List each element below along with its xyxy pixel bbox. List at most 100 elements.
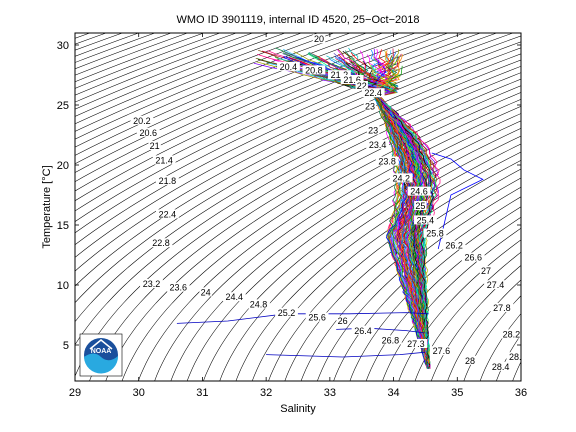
contour-label: 23.8 xyxy=(378,157,396,167)
density-contour-line xyxy=(75,33,368,156)
contour-label: 24 xyxy=(201,287,211,297)
contour-label-bg xyxy=(351,325,375,335)
contour-label-bg xyxy=(340,75,364,84)
contour-label-bg xyxy=(461,252,485,262)
density-contour-line xyxy=(414,251,521,381)
contour-label-bg xyxy=(140,279,163,288)
contour-label-bg xyxy=(136,127,160,137)
contour-label-bg xyxy=(328,70,351,80)
contour-label: 28.2 xyxy=(503,329,521,339)
contour-label-bg xyxy=(506,352,521,362)
plot-frame xyxy=(74,32,522,382)
density-contour-line xyxy=(75,33,238,96)
density-contour-line xyxy=(75,33,417,182)
contour-label: 20 xyxy=(314,34,324,44)
contour-label: 26.2 xyxy=(445,241,463,251)
contour-label-bg xyxy=(378,335,402,345)
density-contour-line xyxy=(268,160,521,381)
contour-label: 25 xyxy=(415,201,425,211)
density-contour-line xyxy=(138,99,521,381)
x-tick-label: 34 xyxy=(387,387,399,399)
x-tick-label: 36 xyxy=(515,387,527,399)
contour-label-bg xyxy=(302,65,326,75)
contour-label-bg xyxy=(484,280,507,290)
profile-line xyxy=(431,152,484,250)
contour-label: 20.2 xyxy=(133,116,151,126)
contour-label: 25.4 xyxy=(417,215,435,225)
profile-line xyxy=(308,52,431,369)
y-axis-label: Temperature [°C] xyxy=(41,165,53,248)
profile-line xyxy=(351,57,429,369)
contour-label: 21.8 xyxy=(159,176,177,186)
density-contour-line xyxy=(170,113,521,381)
contour-label: 23 xyxy=(368,125,378,135)
density-contour-line xyxy=(75,47,521,287)
density-contour-line xyxy=(447,279,521,381)
contour-label: 22.8 xyxy=(152,238,170,248)
contour-label-bg xyxy=(490,303,514,312)
contour-label: 24.2 xyxy=(392,173,410,183)
contour-label-bg xyxy=(363,101,377,111)
x-tick-label: 31 xyxy=(196,387,208,399)
density-contour-line xyxy=(75,33,254,103)
profile-line xyxy=(266,351,426,358)
density-contour-line xyxy=(75,33,335,140)
contour-label-bg xyxy=(155,175,179,185)
contour-label: 28.4 xyxy=(492,362,510,372)
density-contour-line xyxy=(154,106,521,381)
density-contour-line xyxy=(284,168,521,381)
contour-label-bg xyxy=(423,228,447,238)
contour-label-bg xyxy=(277,61,300,71)
contour-label: 21.6 xyxy=(343,75,361,85)
contour-label-bg xyxy=(366,125,380,135)
contour-label-bg xyxy=(130,115,154,125)
density-contour-line xyxy=(75,33,400,173)
contour-label-bg xyxy=(389,173,413,183)
contour-label: 22.4 xyxy=(159,209,177,219)
contour-label-bg xyxy=(355,81,368,90)
noaa-logo: NOAA xyxy=(79,333,123,377)
contour-label: 26 xyxy=(338,316,348,326)
density-contour-line xyxy=(75,35,521,258)
density-contour-line xyxy=(75,33,303,125)
contour-label-bg xyxy=(414,201,427,210)
contour-label-bg xyxy=(152,155,176,165)
contour-label: 28.6 xyxy=(509,352,527,362)
density-contour-line xyxy=(430,265,521,381)
contour-label: 22 xyxy=(357,81,367,91)
contour-label: 27.6 xyxy=(433,346,451,356)
contour-label: 20.4 xyxy=(280,62,298,72)
y-tick-label: 15 xyxy=(57,220,69,232)
contour-label-bg xyxy=(489,361,513,371)
y-axis-ticks: 5 10 15 20 25 30 xyxy=(57,40,521,352)
contour-label-bg xyxy=(155,209,179,219)
noaa-logo-text: NOAA xyxy=(91,348,112,355)
x-tick-label: 29 xyxy=(69,387,81,399)
contour-label-bg xyxy=(463,355,477,365)
contour-label-bg xyxy=(500,329,521,339)
density-contour-line xyxy=(75,33,433,192)
profile-line xyxy=(256,61,435,369)
density-contour-line xyxy=(89,78,521,381)
contour-label-bg xyxy=(429,346,453,356)
profile-line xyxy=(356,65,429,368)
density-contour-line xyxy=(75,33,221,89)
density-contour-line xyxy=(75,33,319,132)
contour-label-bg xyxy=(148,141,161,150)
x-tick-label: 35 xyxy=(451,387,463,399)
contour-label: 23.4 xyxy=(369,140,387,150)
y-tick-label: 30 xyxy=(57,40,69,52)
contour-label: 20.8 xyxy=(305,65,323,75)
contour-label: 28 xyxy=(465,356,475,366)
x-axis-label: Salinity xyxy=(280,403,316,415)
density-contour-line xyxy=(75,33,270,110)
density-contour-line xyxy=(203,128,521,381)
y-tick-label: 10 xyxy=(57,280,69,292)
contour-label: 26.4 xyxy=(354,326,372,336)
profile-line xyxy=(374,65,430,369)
contour-label: 21 xyxy=(150,141,160,151)
density-contour-line xyxy=(75,33,286,117)
contour-label: 20.6 xyxy=(140,128,158,138)
